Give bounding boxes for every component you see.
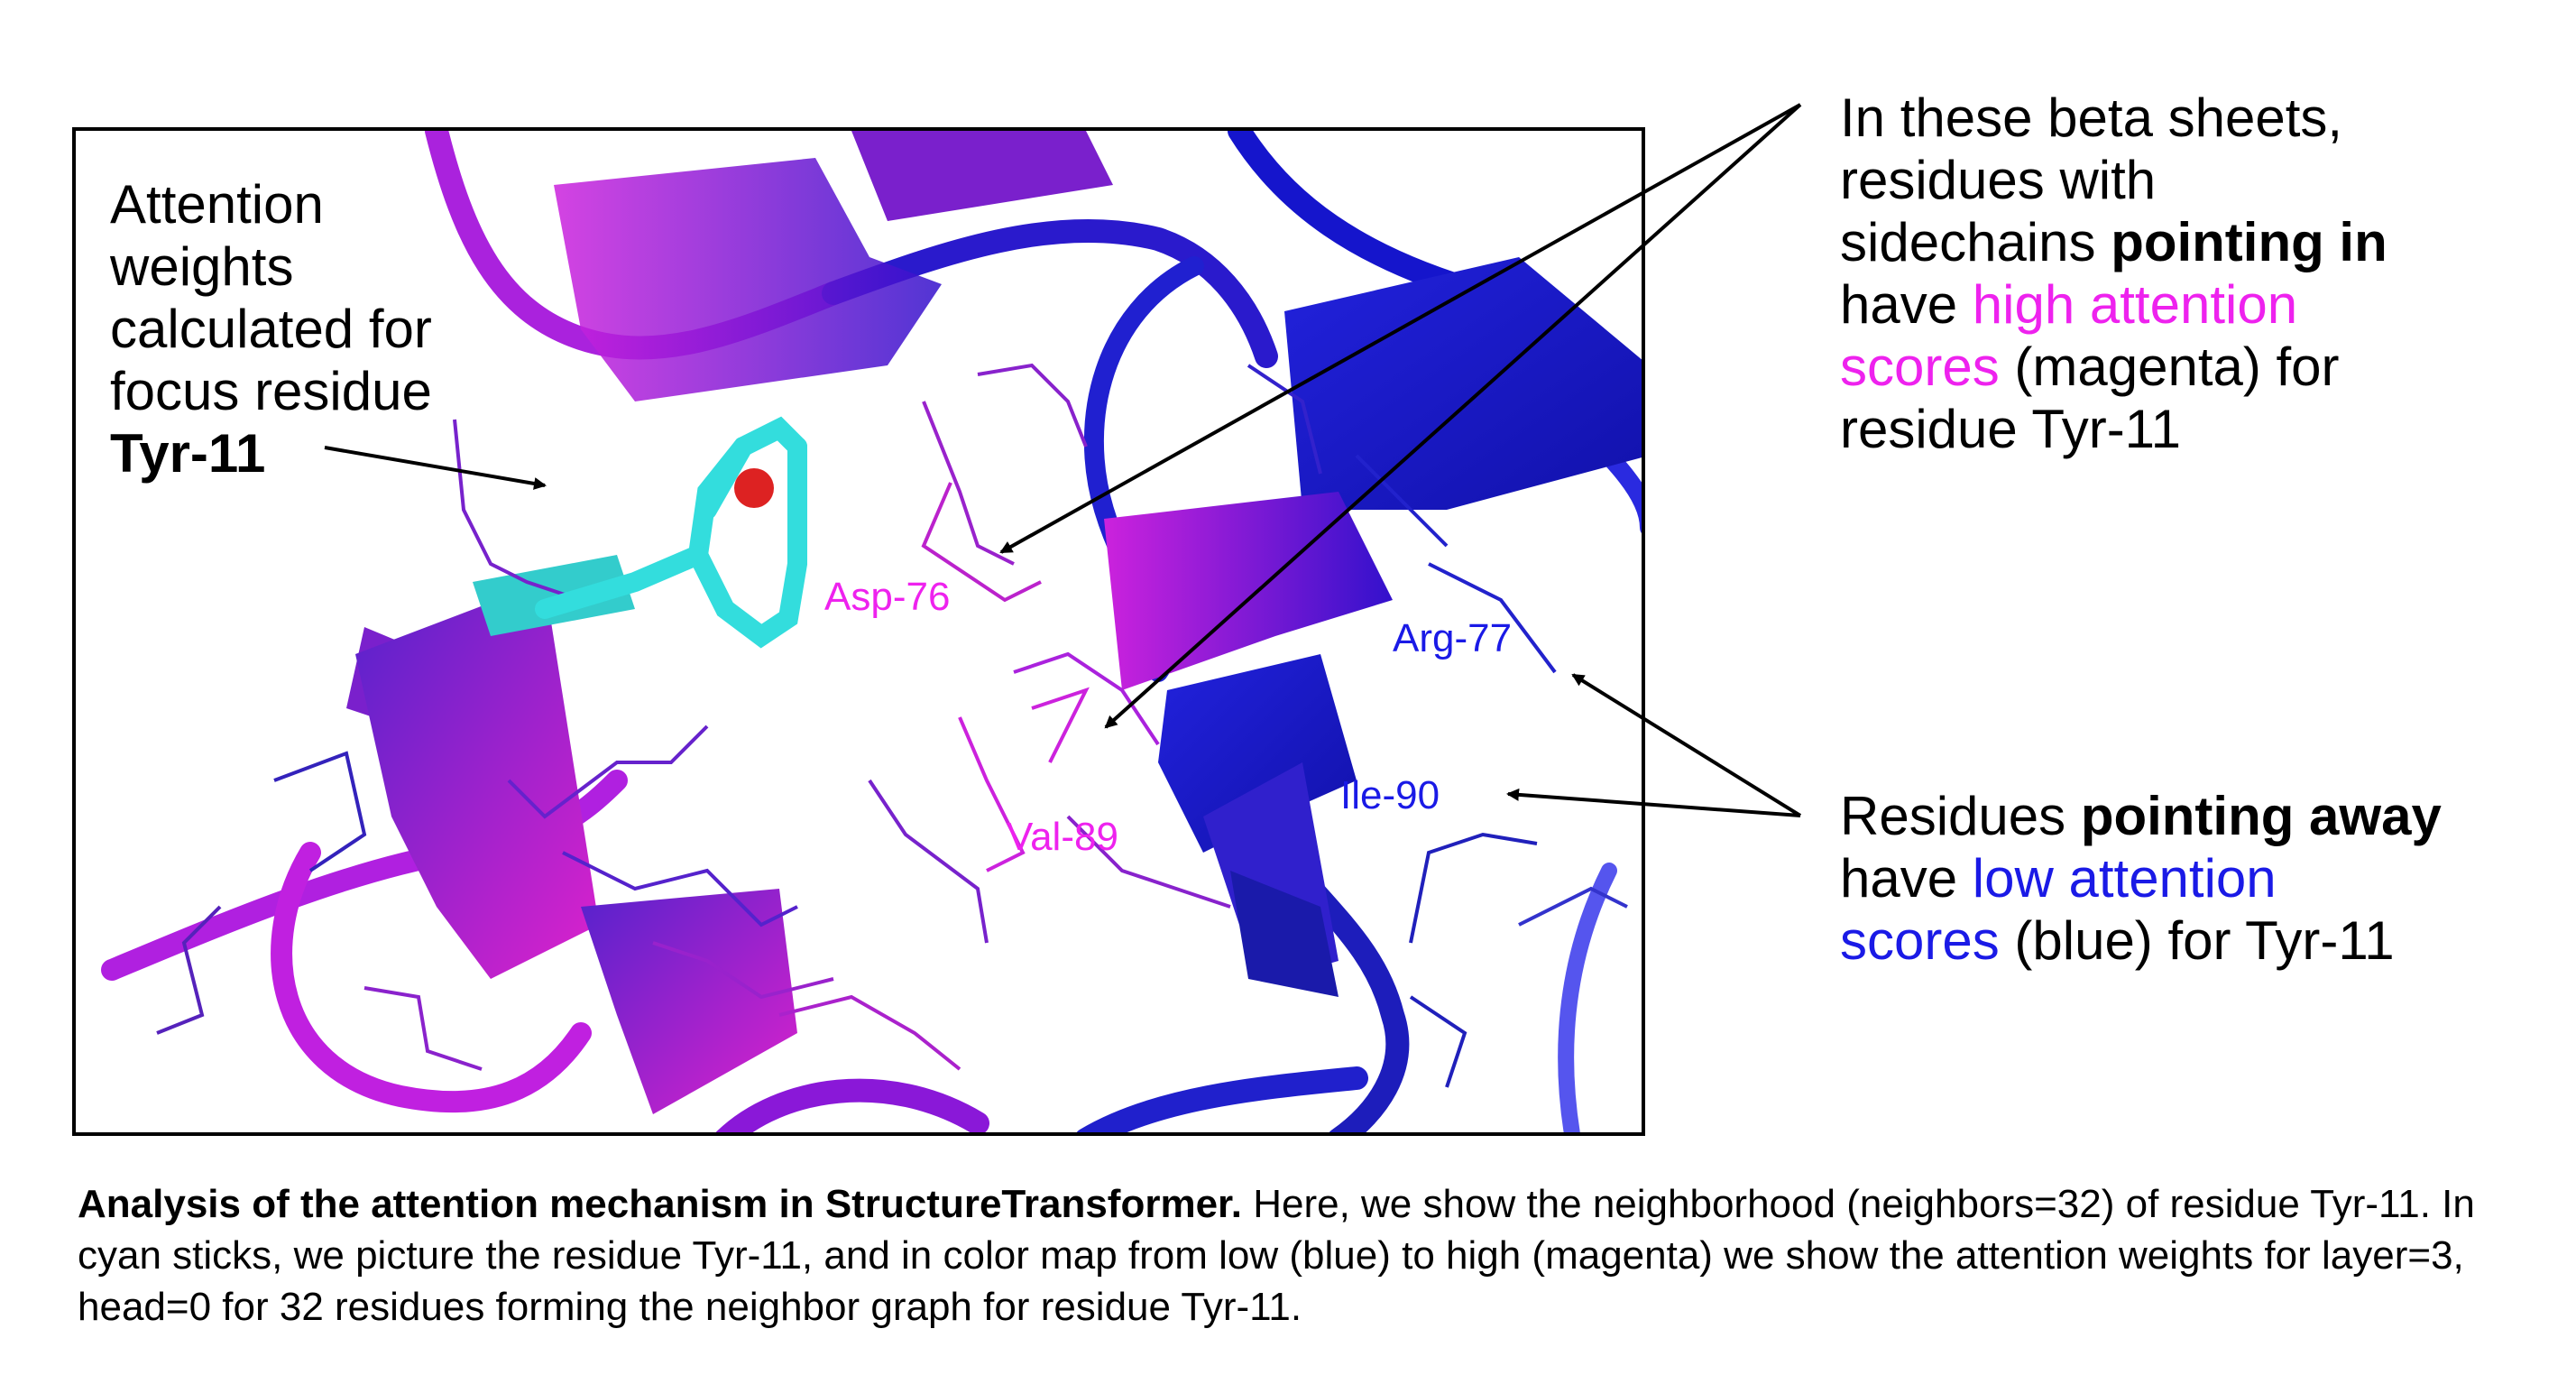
annotation-left: Attention weights calculated for focus r… <box>110 173 432 484</box>
annotation-line: In these beta sheets, <box>1840 88 2343 148</box>
annotation-line: scores (blue) for Tyr-11 <box>1840 910 2395 971</box>
residue-label-val89: Val-89 <box>1007 815 1118 859</box>
annotation-left-line: Attention <box>110 174 324 235</box>
annotation-left-line: focus residue <box>110 361 432 421</box>
figure-caption: Analysis of the attention mechanism in S… <box>78 1178 2531 1333</box>
residue-label-ile90: Ile-90 <box>1340 773 1440 817</box>
annotation-left-line: weights <box>110 236 294 297</box>
annotation-top-right: In these beta sheets, residues with side… <box>1840 87 2387 460</box>
annotation-line: Residues pointing away <box>1840 786 2442 846</box>
helices <box>355 555 797 1114</box>
annotation-line: residue Tyr-11 <box>1840 399 2181 459</box>
oxygen-atom <box>734 468 774 508</box>
annotation-line: have high attention <box>1840 274 2298 335</box>
annotation-line: sidechains pointing in <box>1840 212 2387 272</box>
annotation-line: scores (magenta) for <box>1840 337 2340 397</box>
caption-body: Here, we show the neighborhood (neighbor… <box>78 1182 2475 1329</box>
caption-title: Analysis of the attention mechanism in S… <box>78 1182 1242 1226</box>
annotation-line: residues with <box>1840 150 2157 210</box>
residue-label-arg77: Arg-77 <box>1393 616 1513 660</box>
annotation-left-line: calculated for <box>110 299 432 359</box>
residue-label-asp76: Asp-76 <box>824 575 951 619</box>
annotation-left-focus-residue: Tyr-11 <box>110 423 266 484</box>
annotation-line: have low attention <box>1840 848 2277 909</box>
tyr11-sticks <box>535 416 807 649</box>
annotation-bottom-right: Residues pointing away have low attentio… <box>1840 785 2442 972</box>
